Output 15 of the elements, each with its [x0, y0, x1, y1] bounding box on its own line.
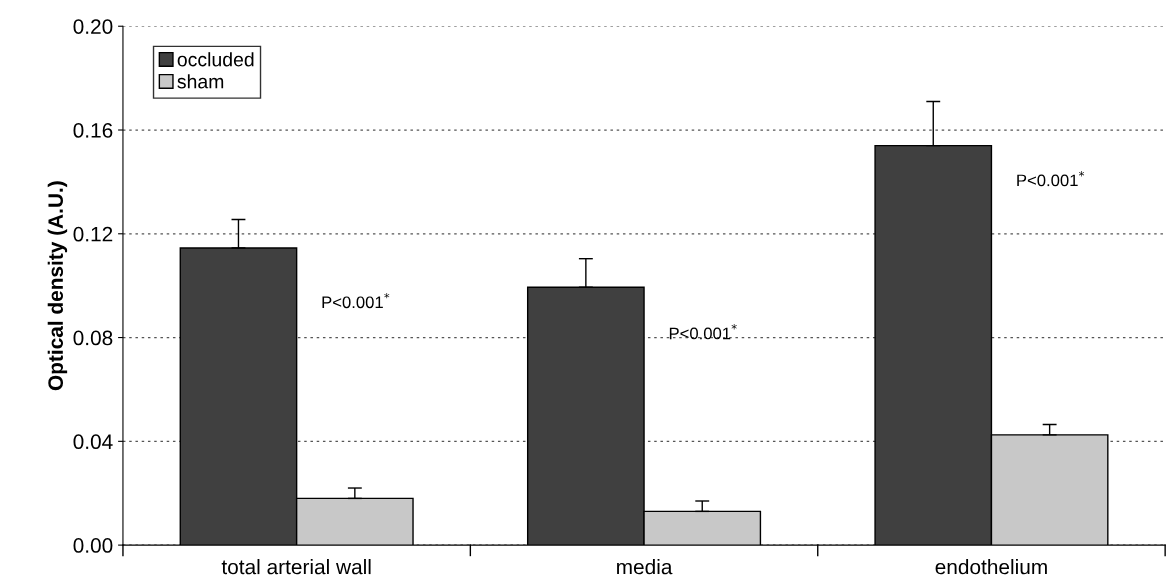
y-tick-label: 0.04	[73, 434, 113, 450]
annotation: P<0.001$^{*}$	[669, 324, 737, 340]
y-axis-title: Optical density (A.U.)	[47, 181, 68, 391]
y-tick-label: 0.08	[73, 330, 113, 346]
annotation: P<0.001$^{*}$	[1017, 171, 1085, 187]
x-tick-label: endothelium	[935, 558, 1047, 575]
y-tick-label: 0.20	[73, 19, 113, 34]
legend-label: sham	[177, 74, 224, 89]
y-tick-label: 0.12	[73, 226, 113, 242]
x-tick-label: media	[617, 558, 673, 575]
x-tick-label: total arterial wall	[221, 558, 371, 575]
legend-label: occluded	[177, 52, 254, 67]
y-tick-label: 0.00	[73, 538, 113, 553]
annotation: P<0.001$^{*}$	[322, 292, 390, 309]
y-tick-label: 0.16	[73, 123, 113, 138]
